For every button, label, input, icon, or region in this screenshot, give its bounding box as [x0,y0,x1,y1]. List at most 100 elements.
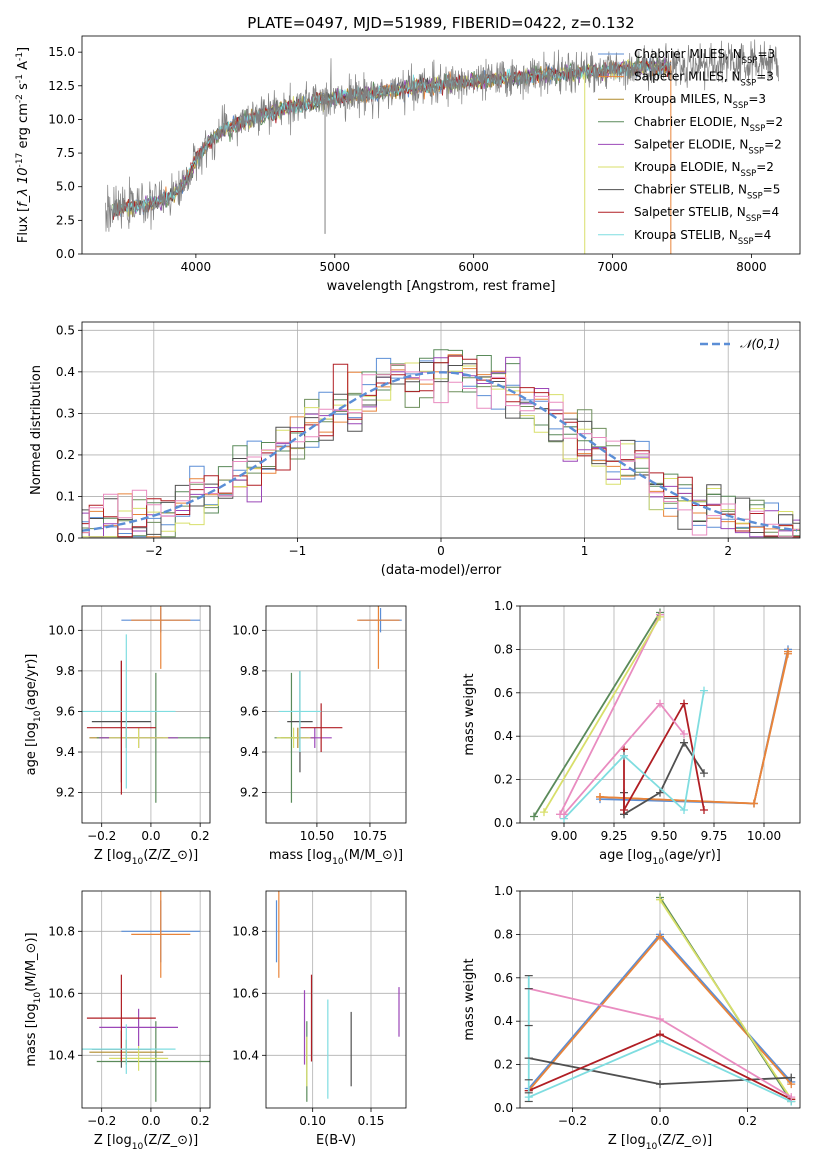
weight-line [533,612,661,817]
y-tick-label: 9.4 [56,745,75,759]
y-tick-label: 10.6 [48,986,75,1000]
plot-area-spectrum [105,39,780,254]
x-tick-label: 10.50 [300,829,334,843]
weight-marker [787,1073,796,1082]
plot-area-age_vs_mass [274,606,402,803]
panels: 4000 5000 6000 7000 80000.02.55.07.510.012.5… [15,35,801,1152]
x-tick-label: 6000 [458,260,489,274]
x-tick-label: 0.0 [141,1114,160,1128]
y-tick-label: 0.2 [494,1058,513,1072]
y-tick-label: 0.0 [494,816,513,830]
weight-marker [680,738,688,747]
x-tick-label: −1 [289,544,307,558]
y-tick-label: 9.6 [56,704,75,718]
residual-histogram [82,362,800,538]
x-tick-label: 7000 [597,260,628,274]
y-axis-label: Flux [f_λ 10-17 erg cm-2 s-1 A-1] [15,47,31,243]
weight-marker [596,792,604,801]
y-axis-label: mass weight [462,673,477,755]
x-tick-label: −2 [145,544,163,558]
x-tick-label: −0.2 [87,1114,116,1128]
legend-entry: Salpeter STELIB, NSSP=4 [634,205,779,223]
weight-marker [620,805,628,814]
y-tick-label: 0.4 [494,1014,513,1028]
x-tick-label: 8000 [736,260,767,274]
plot-area-age_vs_Z [82,606,210,803]
legend-entry: Salpeter MILES, NSSP=3 [634,70,774,88]
y-tick-label: 0.0 [494,1101,513,1115]
residual-histogram [82,364,800,538]
panel-age_vs_Z: −0.2 0.0 0.2 9.2 9.4 9.6 9.8 10.0 Z [log10(Z/Z_⊙… [24,605,211,867]
x-tick-label: 0.2 [191,829,210,843]
y-axis-label: mass weight [462,958,477,1040]
weight-marker [656,1080,664,1089]
weight-marker [700,769,708,778]
axes-frame [81,605,211,824]
y-axis-label: mass [log10(M/M_⊙)] [24,932,43,1066]
x-axis-label: mass [log10(M/M_⊙)] [269,848,403,867]
weight-line [659,899,793,1100]
axes-frame [81,890,211,1109]
x-tick-label: −0.2 [87,829,116,843]
axes-frame [265,605,407,824]
y-tick-label: 1.0 [494,599,513,613]
x-axis-label: (data-model)/error [381,563,502,578]
plot-area-residuals [82,349,800,538]
y-tick-label: 0.0 [56,531,75,545]
x-axis-label: age [log10(age/yr)] [599,848,721,867]
x-tick-label: 0.10 [299,1114,326,1128]
panel-spectrum: 4000 5000 6000 7000 8000 0.0 2.5 5.0 7.5 10.0 12.5… [15,35,801,294]
x-axis-label: wavelength [Angstrom, rest frame] [327,279,556,294]
y-tick-label: 9.8 [240,664,259,678]
y-tick-label: 10.8 [232,924,259,938]
y-tick-label: 0.2 [56,448,75,462]
x-tick-label: 4000 [181,260,212,274]
x-tick-label: 9.00 [551,829,578,843]
y-axis-label: age [log10(age/yr)] [24,654,43,776]
x-tick-label: 0.0 [650,1114,669,1128]
weight-marker [680,730,688,739]
y-tick-label: 1.0 [494,884,513,898]
y-tick-label: 5.0 [56,180,75,194]
weight-line [543,616,661,813]
legend-entry: 𝒩(0,1) [740,337,780,351]
y-tick-label: 0.3 [56,406,75,420]
x-tick-label: 0.2 [191,1114,210,1128]
y-tick-label: 15.0 [48,45,75,59]
weight-line [563,690,705,820]
y-tick-label: 10.0 [48,112,75,126]
x-axis-label: E(B-V) [316,1133,356,1148]
y-tick-label: 9.6 [240,704,259,718]
x-tick-label: −0.2 [558,1114,587,1128]
x-tick-label: 5000 [319,260,350,274]
x-tick-label: 1 [581,544,589,558]
weight-marker [680,805,688,814]
residual-histogram [82,356,800,538]
y-tick-label: 10.0 [232,623,259,637]
weight-line [559,614,661,815]
weight-marker [530,812,538,821]
weight-marker [750,799,758,808]
y-tick-label: 0.6 [494,686,513,700]
plot-area-massweight_vs_age [530,608,792,823]
weight-marker [560,810,568,819]
y-tick-label: 2.5 [56,213,75,227]
plot-area-mass_vs_ebv [275,891,400,1102]
x-tick-label: 2 [724,544,732,558]
x-tick-label: 0 [437,544,445,558]
weight-marker [656,1036,664,1045]
y-tick-label: 7.5 [56,146,75,160]
legend-entry: Chabrier ELODIE, NSSP=2 [634,115,783,133]
y-tick-label: 9.8 [56,664,75,678]
x-tick-label: 0.2 [738,1114,757,1128]
y-tick-label: 9.4 [240,745,259,759]
legend-entry: Salpeter ELODIE, NSSP=2 [634,137,782,155]
y-tick-label: 0.8 [494,927,513,941]
weight-marker [656,699,664,708]
legend-entry: Kroupa STELIB, NSSP=4 [634,228,771,246]
x-axis-label: Z [log10(Z/Z_⊙)] [608,1133,712,1152]
panel-age_vs_mass: 10.50 10.75 9.2 9.4 9.6 9.8 10.0 mass [log10(M/… [232,605,407,867]
plot-area-massweight_vs_Z [524,893,796,1106]
